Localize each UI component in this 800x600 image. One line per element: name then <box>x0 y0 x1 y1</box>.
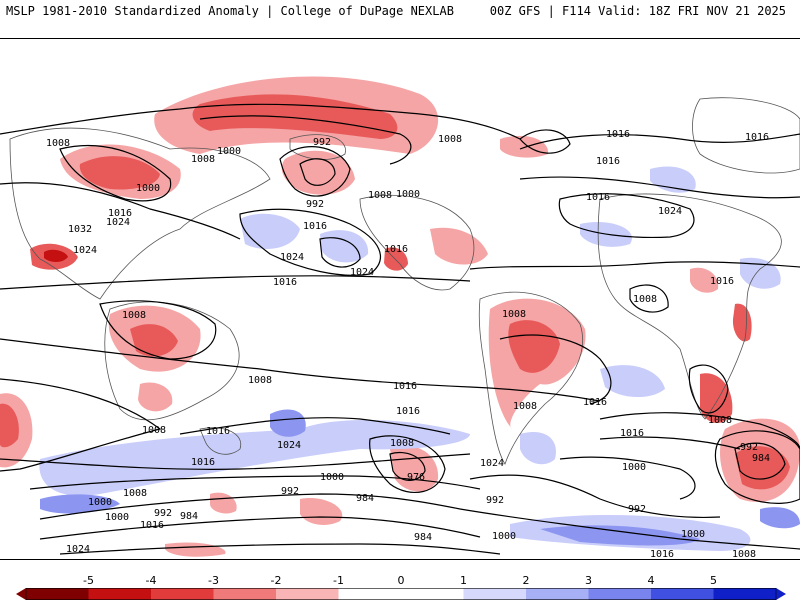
isobar-label: 1000 <box>681 529 705 540</box>
colorbar-ticks: -5 -4 -3 -2 -1 0 1 2 3 4 5 <box>83 574 717 587</box>
colorbar-tick-label: 2 <box>523 574 530 587</box>
isobar-label: 1016 <box>583 397 607 408</box>
colorbar-tick-label: 3 <box>585 574 592 587</box>
isobar-label: 1008 <box>438 134 462 145</box>
colorbar-tick-label: 5 <box>710 574 717 587</box>
isobar-label: 1008 <box>248 375 272 386</box>
isobar-label: 1024 <box>277 440 301 451</box>
isobar-label: 1016 <box>108 208 132 219</box>
isobar-label: 1016 <box>140 520 164 531</box>
isobar-label: 1000 <box>492 531 516 542</box>
isobar-label: 1024 <box>480 458 504 469</box>
colorbar-segment <box>401 588 464 600</box>
isobar-label: 992 <box>313 137 331 148</box>
isobar-label: 1016 <box>606 129 630 140</box>
colorbar-arrow-right <box>776 588 786 600</box>
isobar-contours <box>0 103 800 555</box>
isobar-label: 984 <box>752 453 770 464</box>
isobar-label: 1016 <box>745 132 769 143</box>
isobar-label: 984 <box>414 532 432 543</box>
isobar-label: 984 <box>180 511 198 522</box>
colorbar-segment <box>713 588 777 600</box>
colorbar-segment <box>213 588 277 600</box>
isobar-label: 992 <box>740 442 758 453</box>
isobar-label: 1024 <box>73 245 97 256</box>
colorbar-segment <box>88 588 152 600</box>
isobar-label: 1000 <box>396 189 420 200</box>
isobar-label: 1024 <box>658 206 682 217</box>
isobar-label: 1016 <box>710 276 734 287</box>
isobar-label: 1008 <box>390 438 414 449</box>
colorbar-segment <box>276 588 339 600</box>
colorbar-segment <box>588 588 652 600</box>
isobar-label: 1024 <box>106 217 130 228</box>
isobar-label: 992 <box>154 508 172 519</box>
colorbar-arrow-left <box>16 588 26 600</box>
anomaly-map: 1008 1000 992 1008 1016 992 1008 1000 10… <box>0 38 800 560</box>
isobar-label: 1008 <box>142 425 166 436</box>
isobar-label: 1008 <box>633 294 657 305</box>
isobar-label: 1000 <box>88 497 112 508</box>
colorbar-segment <box>463 588 527 600</box>
isobar-label: 1016 <box>393 381 417 392</box>
isobar-label: 992 <box>486 495 504 506</box>
isobar-label: 1016 <box>273 277 297 288</box>
isobar-label: 1016 <box>620 428 644 439</box>
isobar-label: 1016 <box>650 549 674 559</box>
isobar-label: 1000 <box>320 472 344 483</box>
isobar-label: 1008 <box>502 309 526 320</box>
run-valid-info: 00Z GFS | F114 Valid: 18Z FRI NOV 21 202… <box>489 4 786 18</box>
colorbar-segment <box>526 588 589 600</box>
isobar-label: 1008 <box>732 549 756 559</box>
isobar-label: 1016 <box>191 457 215 468</box>
colorbar-tick-label: 0 <box>398 574 405 587</box>
colorbar-segment <box>651 588 714 600</box>
colorbar-tick-label: -2 <box>271 574 282 587</box>
colorbar-segment <box>338 588 402 600</box>
isobar-labels: 1008 1000 992 1008 1016 992 1008 1000 10… <box>46 129 770 559</box>
isobar-label: 1016 <box>384 244 408 255</box>
isobar-label: 1016 <box>303 221 327 232</box>
isobar-label: 1000 <box>136 183 160 194</box>
isobar-label: 1016 <box>396 406 420 417</box>
colorbar <box>16 588 786 600</box>
coastlines <box>9 97 800 465</box>
isobar-label: 1008 <box>123 488 147 499</box>
isobar-label: 1016 <box>596 156 620 167</box>
isobar-label: 1008 <box>708 415 732 426</box>
isobar-label: 1024 <box>280 252 304 263</box>
isobar-label: 1000 <box>622 462 646 473</box>
isobar-label: 992 <box>628 504 646 515</box>
isobar-label: 1000 <box>105 512 129 523</box>
isobar-label: 1008 <box>46 138 70 149</box>
isobar-label: 1016 <box>206 426 230 437</box>
isobar-label: 984 <box>356 493 374 504</box>
isobar-label: 976 <box>407 472 425 483</box>
colorbar-tick-label: -5 <box>83 574 94 587</box>
colorbar-tick-label: 1 <box>460 574 467 587</box>
colorbar-tick-label: -3 <box>208 574 219 587</box>
isobar-label: 1024 <box>66 544 90 555</box>
isobar-label: 1016 <box>586 192 610 203</box>
isobar-label: 1008 <box>368 190 392 201</box>
isobar-label: 992 <box>281 486 299 497</box>
colorbar-tick-label: -1 <box>333 574 344 587</box>
map-title: MSLP 1981-2010 Standardized Anomaly | Co… <box>6 4 454 18</box>
map-canvas: 1008 1000 992 1008 1016 992 1008 1000 10… <box>0 39 800 559</box>
colorbar-segment <box>26 588 89 600</box>
isobar-label: 1032 <box>68 224 92 235</box>
isobar-label: 1008 <box>513 401 537 412</box>
colorbar-segment <box>151 588 214 600</box>
isobar-label: 1024 <box>350 267 374 278</box>
colorbar-tick-label: 4 <box>648 574 655 587</box>
colorbar-tick-label: -4 <box>146 574 157 587</box>
isobar-label: 992 <box>306 199 324 210</box>
isobar-label: 1008 <box>191 154 215 165</box>
isobar-label: 1000 <box>217 146 241 157</box>
isobar-label: 1008 <box>122 310 146 321</box>
